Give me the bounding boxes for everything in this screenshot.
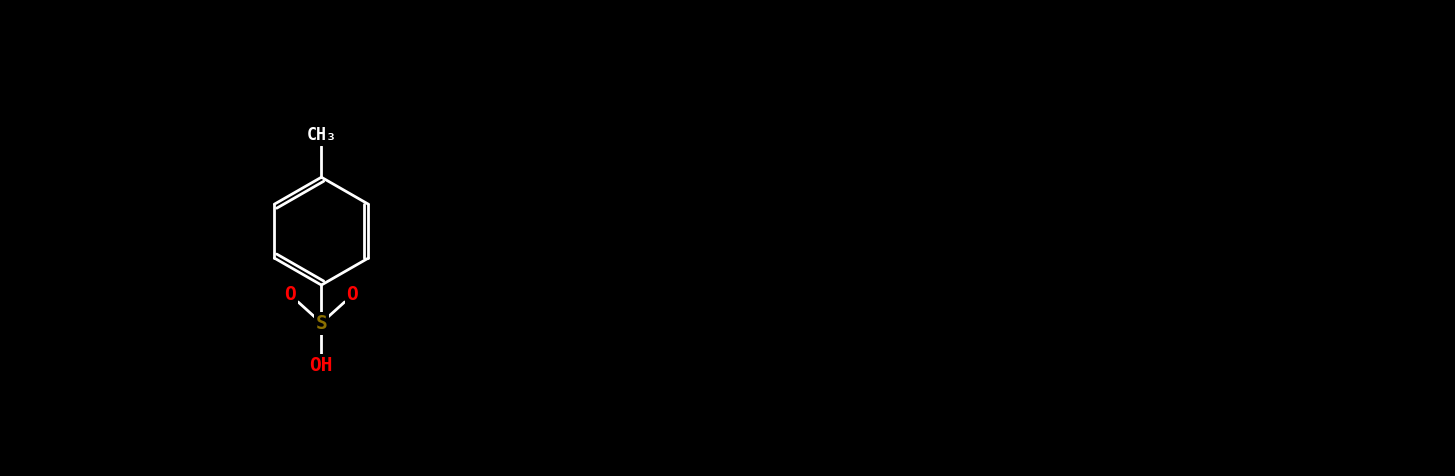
Text: S: S xyxy=(316,314,327,333)
Text: CH₃: CH₃ xyxy=(307,126,336,144)
Text: O: O xyxy=(285,285,297,304)
Text: OH: OH xyxy=(310,357,333,376)
Text: O: O xyxy=(346,285,358,304)
